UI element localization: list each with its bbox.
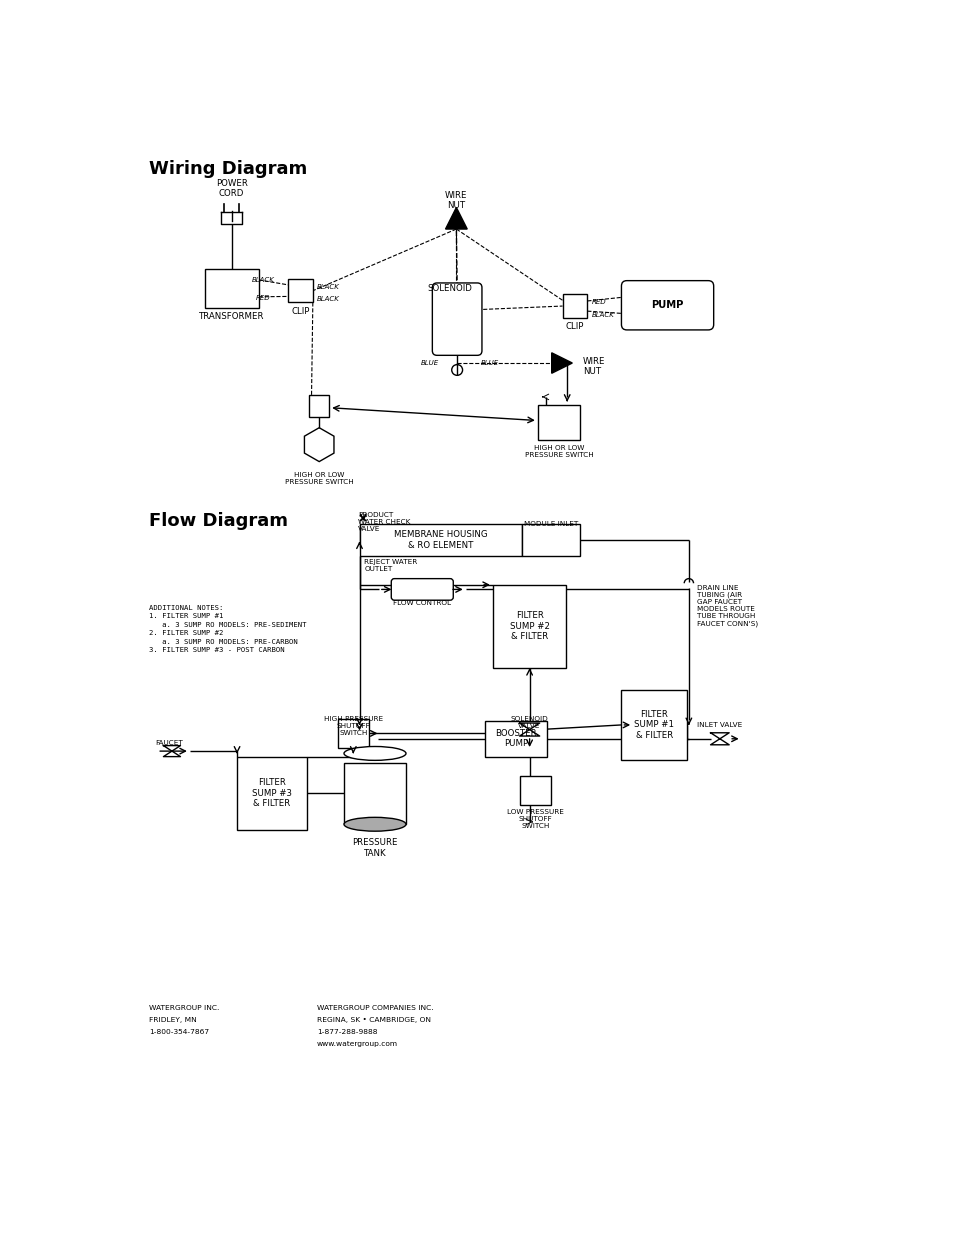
- Text: FILTER
SUMP #1
& FILTER: FILTER SUMP #1 & FILTER: [634, 710, 674, 740]
- Text: PRODUCT
WATER CHECK
VALVE: PRODUCT WATER CHECK VALVE: [357, 513, 410, 532]
- Bar: [236, 757, 307, 830]
- Text: FLOW CONTROL: FLOW CONTROL: [393, 600, 451, 606]
- Text: SOLENOID: SOLENOID: [427, 284, 472, 294]
- Text: PRESSURE
TANK: PRESSURE TANK: [352, 839, 397, 857]
- Text: BLACK: BLACK: [592, 311, 615, 317]
- Bar: [337, 719, 369, 748]
- Text: ADDITIONAL NOTES:
1. FILTER SUMP #1
   a. 3 SUMP RO MODELS: PRE-SEDIMENT
2. FILT: ADDITIONAL NOTES: 1. FILTER SUMP #1 a. 3…: [149, 605, 306, 653]
- Bar: [521, 524, 579, 556]
- Bar: [519, 776, 550, 805]
- Text: CLIP: CLIP: [565, 322, 583, 331]
- Text: HIGH OR LOW
PRESSURE SWITCH: HIGH OR LOW PRESSURE SWITCH: [285, 472, 354, 484]
- Bar: [288, 279, 313, 303]
- Bar: [562, 294, 587, 317]
- Text: PUMP: PUMP: [651, 300, 683, 310]
- Text: FRIDLEY, MN: FRIDLEY, MN: [149, 1018, 196, 1023]
- FancyBboxPatch shape: [432, 283, 481, 356]
- Text: RED: RED: [592, 299, 606, 305]
- Text: TRANSFORMER: TRANSFORMER: [198, 312, 264, 321]
- Text: WIRE
NUT: WIRE NUT: [582, 357, 604, 377]
- Bar: [484, 721, 546, 757]
- Text: FAUCET: FAUCET: [154, 740, 182, 746]
- Text: RED: RED: [255, 295, 271, 301]
- Text: WATERGROUP COMPANIES INC.: WATERGROUP COMPANIES INC.: [316, 1005, 433, 1011]
- Text: WATERGROUP INC.: WATERGROUP INC.: [149, 1005, 219, 1011]
- Bar: [359, 524, 521, 556]
- Text: MODULE INLET: MODULE INLET: [523, 521, 578, 527]
- Text: REGINA, SK • CAMBRIDGE, ON: REGINA, SK • CAMBRIDGE, ON: [316, 1018, 431, 1023]
- Bar: [309, 395, 329, 417]
- Text: BLACK: BLACK: [316, 284, 339, 290]
- Bar: [493, 585, 566, 668]
- Text: www.watergroup.com: www.watergroup.com: [316, 1041, 397, 1047]
- Polygon shape: [551, 353, 572, 373]
- Text: BLACK: BLACK: [252, 277, 274, 283]
- FancyBboxPatch shape: [620, 280, 713, 330]
- Bar: [537, 405, 579, 440]
- Text: BLUE: BLUE: [480, 359, 498, 366]
- Text: SOLENOID
VALVE: SOLENOID VALVE: [510, 716, 548, 729]
- Bar: [620, 689, 686, 761]
- Text: CLIP: CLIP: [291, 306, 310, 316]
- FancyBboxPatch shape: [391, 579, 453, 600]
- Text: BLACK: BLACK: [316, 296, 339, 303]
- Bar: [204, 269, 258, 308]
- Text: INLET VALVE: INLET VALVE: [697, 721, 741, 727]
- Text: Flow Diagram: Flow Diagram: [149, 513, 288, 530]
- Text: HIGH PRESSURE
SHUTOFF
SWITCH: HIGH PRESSURE SHUTOFF SWITCH: [323, 716, 382, 736]
- Text: DRAIN LINE
TUBING (AIR
GAP FAUCET
MODELS ROUTE
TUBE THROUGH
FAUCET CONN'S): DRAIN LINE TUBING (AIR GAP FAUCET MODELS…: [696, 585, 757, 627]
- Ellipse shape: [344, 818, 406, 831]
- Text: REJECT WATER
OUTLET: REJECT WATER OUTLET: [364, 559, 417, 572]
- Bar: [344, 763, 406, 824]
- Polygon shape: [445, 207, 467, 228]
- Text: HIGH OR LOW
PRESSURE SWITCH: HIGH OR LOW PRESSURE SWITCH: [524, 445, 593, 458]
- Text: BLUE: BLUE: [420, 359, 438, 366]
- Text: LOW PRESSURE
SHUTOFF
SWITCH: LOW PRESSURE SHUTOFF SWITCH: [506, 809, 563, 829]
- Text: MEMBRANE HOUSING
& RO ELEMENT: MEMBRANE HOUSING & RO ELEMENT: [394, 530, 487, 550]
- Text: Wiring Diagram: Wiring Diagram: [149, 159, 307, 178]
- Text: POWER
CORD: POWER CORD: [215, 179, 247, 199]
- Text: 1-800-354-7867: 1-800-354-7867: [149, 1029, 209, 1035]
- Text: FILTER
SUMP #2
& FILTER: FILTER SUMP #2 & FILTER: [509, 611, 549, 641]
- Text: FILTER
SUMP #3
& FILTER: FILTER SUMP #3 & FILTER: [252, 778, 292, 808]
- Text: WIRE
NUT: WIRE NUT: [445, 190, 467, 210]
- Text: BOOSTER
PUMP: BOOSTER PUMP: [495, 729, 537, 748]
- Ellipse shape: [344, 746, 406, 761]
- Text: 1-877-288-9888: 1-877-288-9888: [316, 1029, 377, 1035]
